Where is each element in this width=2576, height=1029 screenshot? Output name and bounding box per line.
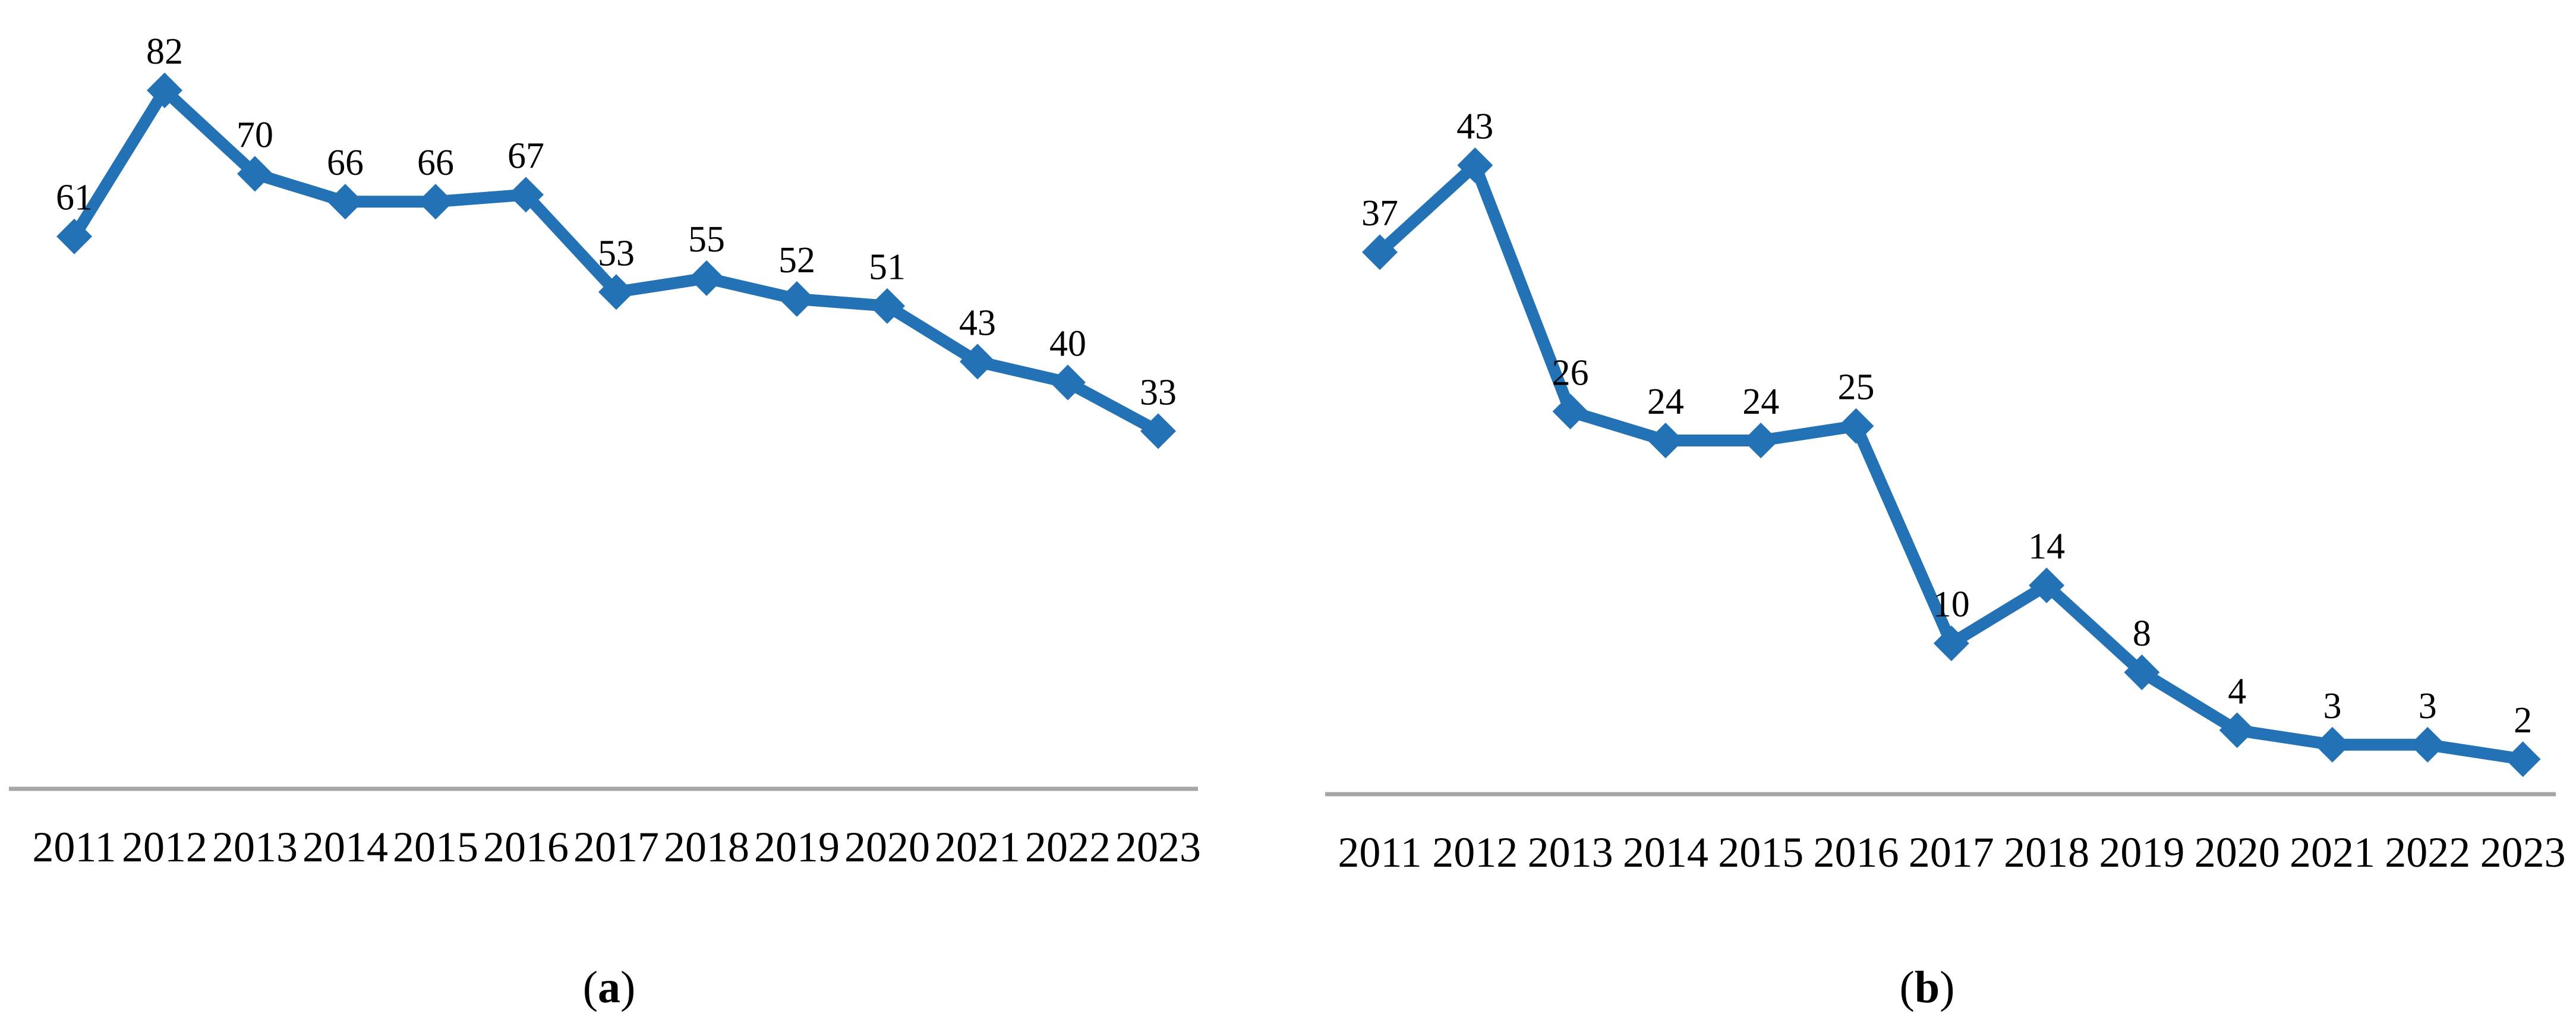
data-point-marker <box>1457 147 1493 183</box>
data-label: 52 <box>778 240 815 281</box>
x-tick-label: 2012 <box>122 823 207 871</box>
data-point-marker <box>418 184 453 220</box>
data-label: 10 <box>1933 584 1970 625</box>
x-tick-label: 2011 <box>32 823 116 871</box>
caption-b: (b) <box>1899 962 1955 1012</box>
caption-letter: a <box>598 962 620 1012</box>
data-label: 24 <box>1647 382 1684 422</box>
data-label: 70 <box>237 115 273 155</box>
data-label: 53 <box>598 233 635 273</box>
data-point-marker <box>2029 567 2065 603</box>
data-label: 66 <box>327 143 364 183</box>
data-point-marker <box>2505 741 2541 778</box>
data-point-marker <box>689 260 724 296</box>
data-point-marker <box>960 344 995 380</box>
data-point-marker <box>1647 423 1683 459</box>
x-tick-label: 2017 <box>1909 829 1994 876</box>
data-label: 3 <box>2323 686 2342 726</box>
data-label: 66 <box>417 143 454 183</box>
x-tick-label: 2017 <box>573 823 659 871</box>
data-point-marker <box>869 288 905 324</box>
x-tick-label: 2015 <box>1718 829 1803 876</box>
caption-letter: b <box>1914 962 1940 1012</box>
data-point-marker <box>1838 408 1874 444</box>
x-tick-label: 2012 <box>1432 829 1518 876</box>
x-tick-label: 2014 <box>302 823 388 871</box>
data-label: 4 <box>2228 671 2246 712</box>
data-point-marker <box>779 281 815 317</box>
x-tick-label: 2023 <box>1115 823 1201 871</box>
data-label: 2 <box>2514 700 2532 741</box>
data-point-marker <box>237 156 273 192</box>
x-tick-label: 2013 <box>212 823 298 871</box>
data-point-marker <box>2124 654 2160 690</box>
data-label: 26 <box>1552 353 1589 393</box>
data-label: 24 <box>1742 382 1779 422</box>
data-label: 43 <box>1456 106 1493 147</box>
data-point-marker <box>147 73 182 108</box>
data-point-marker <box>1552 394 1588 430</box>
data-label: 14 <box>2028 527 2065 567</box>
x-tick-label: 2021 <box>935 823 1020 871</box>
x-tick-label: 2011 <box>1338 829 1421 876</box>
data-label: 3 <box>2419 686 2437 726</box>
x-tick-label: 2016 <box>483 823 569 871</box>
data-point-marker <box>2410 726 2446 763</box>
x-tick-label: 2023 <box>2480 829 2566 876</box>
x-tick-label: 2013 <box>1528 829 1613 876</box>
x-tick-label: 2016 <box>1814 829 1899 876</box>
data-label: 51 <box>869 247 906 288</box>
x-tick-label: 2015 <box>393 823 478 871</box>
data-label: 8 <box>2133 613 2151 654</box>
data-point-marker <box>2219 712 2255 748</box>
data-point-marker <box>598 274 634 310</box>
data-point-marker <box>1743 423 1779 459</box>
x-tick-label: 2019 <box>754 823 840 871</box>
x-tick-label: 2014 <box>1623 829 1708 876</box>
data-point-marker <box>56 218 92 254</box>
x-tick-label: 2022 <box>1025 823 1111 871</box>
data-point-marker <box>1050 364 1086 401</box>
data-point-marker <box>1362 234 1398 270</box>
data-point-marker <box>2315 726 2350 763</box>
data-point-marker <box>1140 413 1176 449</box>
x-tick-label: 2019 <box>2099 829 2184 876</box>
data-point-marker <box>327 184 363 220</box>
x-tick-label: 2022 <box>2385 829 2470 876</box>
data-label: 33 <box>1140 372 1177 413</box>
data-label: 40 <box>1049 323 1086 364</box>
x-tick-label: 2018 <box>2004 829 2089 876</box>
series-line <box>1376 159 2524 766</box>
x-tick-label: 2020 <box>844 823 930 871</box>
caption-a: (a) <box>582 962 636 1012</box>
data-label: 55 <box>688 219 725 260</box>
data-label: 61 <box>56 178 93 218</box>
x-tick-label: 2021 <box>2290 829 2375 876</box>
data-point-marker <box>508 177 544 213</box>
data-label: 82 <box>146 32 183 72</box>
data-label: 43 <box>959 303 996 343</box>
data-point-marker <box>1933 625 1969 662</box>
data-label: 37 <box>1361 193 1398 234</box>
data-label: 25 <box>1838 367 1875 408</box>
data-label: 67 <box>507 136 544 177</box>
x-tick-label: 2018 <box>664 823 749 871</box>
x-tick-label: 2020 <box>2195 829 2280 876</box>
